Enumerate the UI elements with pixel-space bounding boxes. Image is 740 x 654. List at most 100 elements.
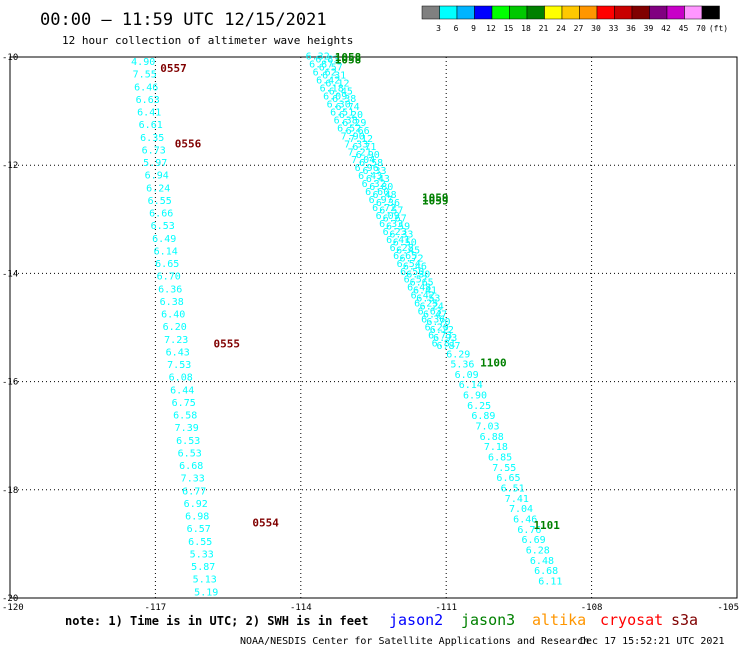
data-point: 4.90 xyxy=(131,57,155,68)
data-point: 6.33 xyxy=(389,230,413,241)
color-scale-swatch xyxy=(474,5,493,20)
data-point: 6.53 xyxy=(176,436,200,447)
data-point: 6.58 xyxy=(173,411,197,422)
data-point: 6.45 xyxy=(396,246,420,257)
data-point: 6.90 xyxy=(356,150,380,161)
data-point: 6.24 xyxy=(146,183,170,194)
data-point: 6.71 xyxy=(352,142,376,153)
data-point: 6.60 xyxy=(365,187,389,198)
data-point: 6.29 xyxy=(446,349,470,360)
data-point: 6.41 xyxy=(413,285,437,296)
data-point: 6.48 xyxy=(407,283,431,294)
data-point: 6.65 xyxy=(410,277,434,288)
mission-legend-item: cryosat xyxy=(600,611,663,629)
data-point: 6.36 xyxy=(421,315,445,326)
data-point: 6.88 xyxy=(480,432,504,443)
color-scale-swatch xyxy=(649,5,668,20)
data-point: 7.55 xyxy=(133,70,157,81)
data-point: 7.03 xyxy=(476,422,500,433)
data-point: 6.46 xyxy=(403,261,427,272)
data-point: 6.36 xyxy=(376,198,400,209)
footer-note: note: 1) Time is in UTC; 2) SWH is in fe… xyxy=(65,614,368,628)
data-point: 7.18 xyxy=(484,442,508,453)
data-point: 6.85 xyxy=(488,453,512,464)
axis-ticks: -120 -117 -114 -111 -108 -105 -10 -12 -14 -16 -18 -… xyxy=(2,53,739,613)
data-point: 6.76 xyxy=(517,525,541,536)
color-scale-label: 9 xyxy=(471,24,476,33)
mission-legend-item: jason2 xyxy=(389,611,443,629)
time-label: 0557 xyxy=(160,62,187,75)
data-point: 6.38 xyxy=(334,115,358,126)
data-point: 6.09 xyxy=(455,370,479,381)
color-scale-label: 15 xyxy=(504,24,514,33)
data-point: 6.31 xyxy=(322,70,346,81)
data-point: 7.39 xyxy=(175,423,199,434)
time-label: 1101 xyxy=(533,519,560,532)
data-point: 6.29 xyxy=(342,118,366,129)
x-tick-label: -108 xyxy=(581,603,603,613)
color-scale-label: 3 xyxy=(436,24,441,33)
data-point: 5.97 xyxy=(143,158,167,169)
data-point: 6.38 xyxy=(332,94,356,105)
data-point: 6.70 xyxy=(157,272,181,283)
color-scale-swatch xyxy=(561,5,580,20)
data-point: 6.48 xyxy=(530,556,554,567)
data-point: 6.97 xyxy=(369,195,393,206)
data-point: 6.57 xyxy=(319,62,343,73)
data-point: 6.43 xyxy=(166,347,190,358)
data-point: 6.33 xyxy=(362,166,386,177)
data-point: 6.75 xyxy=(172,398,196,409)
data-point: 6.67 xyxy=(383,214,407,225)
color-scale-label: 70 xyxy=(696,24,706,33)
data-point: 6.87 xyxy=(309,60,333,71)
data-point: 6.87 xyxy=(437,341,461,352)
color-scale-swatch xyxy=(526,5,545,20)
data-point: 6.43 xyxy=(358,171,382,182)
data-point: 6.74 xyxy=(336,102,360,113)
data-point: 6.09 xyxy=(376,211,400,222)
data-point: 6.11 xyxy=(538,576,562,587)
data-point: 6.61 xyxy=(139,120,163,131)
color-scale-label: 45 xyxy=(679,24,689,33)
data-point: 6.30 xyxy=(327,99,351,110)
color-scale-label: 42 xyxy=(661,24,671,33)
color-scale-swatch xyxy=(544,5,563,20)
data-point: 6.72 xyxy=(372,203,396,214)
data-point: 6.41 xyxy=(386,235,410,246)
color-scale-swatch xyxy=(421,5,440,20)
color-scale-label: 27 xyxy=(574,24,584,33)
data-points: 4.907.556.466.636.416.616.356.735.976.94… xyxy=(131,52,562,599)
data-point: 6.43 xyxy=(366,174,390,185)
data-point: 6.63 xyxy=(136,95,160,106)
footer-timestamp: Dec 17 15:52:21 UTC 2021 xyxy=(580,636,725,647)
color-scale-label: 18 xyxy=(521,24,531,33)
data-point: 6.93 xyxy=(433,333,457,344)
data-point: 7.23 xyxy=(164,335,188,346)
data-point: 6.92 xyxy=(184,499,208,510)
color-scale-label: (ft) xyxy=(709,24,728,33)
data-point: 6.35 xyxy=(140,133,164,144)
color-scale-label: 39 xyxy=(644,24,654,33)
y-tick-label: -20 xyxy=(2,594,18,604)
data-point: 6.25 xyxy=(467,401,491,412)
data-point: 5.33 xyxy=(190,549,214,560)
data-point: 6.23 xyxy=(383,227,407,238)
data-point: 5.36 xyxy=(450,360,474,371)
data-point: 6.09 xyxy=(323,92,347,103)
data-point: 6.49 xyxy=(152,234,176,245)
data-point: 6.89 xyxy=(471,411,495,422)
data-point: 6.65 xyxy=(393,251,417,262)
data-point: 6.22 xyxy=(430,325,454,336)
data-point: 6.53 xyxy=(178,448,202,459)
time-label: 1059 xyxy=(422,194,449,207)
data-point: 6.36 xyxy=(158,284,182,295)
x-tick-label: -105 xyxy=(717,603,739,613)
color-scale-label: 6 xyxy=(454,24,459,33)
mission-legend-item: s3a xyxy=(671,611,698,629)
data-point: 6.98 xyxy=(185,512,209,523)
data-point: 6.20 xyxy=(425,323,449,334)
data-point: 6.14 xyxy=(459,380,483,391)
